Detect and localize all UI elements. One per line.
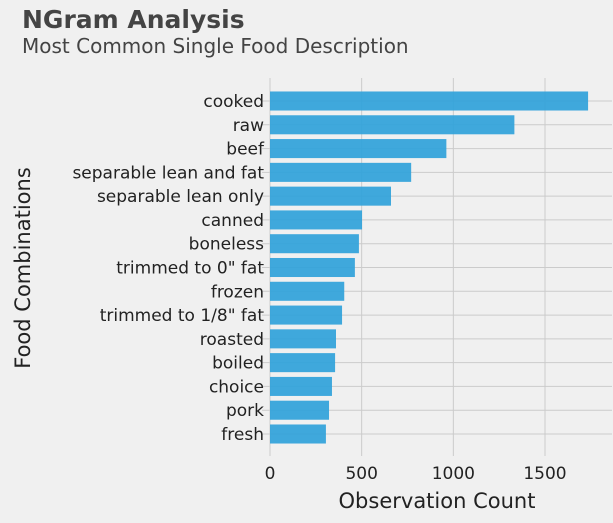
bar bbox=[270, 353, 336, 373]
x-tick-label: 1000 bbox=[432, 464, 475, 484]
y-tick-labels: cooked raw beef separable lean and fat separ… bbox=[72, 92, 265, 445]
y-tick-label: separable lean and fat bbox=[72, 163, 264, 183]
y-tick-label: boneless bbox=[189, 235, 264, 255]
y-tick-label: fresh bbox=[221, 425, 264, 445]
bar bbox=[270, 186, 391, 206]
bar bbox=[270, 400, 330, 420]
bar bbox=[270, 234, 359, 254]
bar bbox=[270, 91, 589, 111]
y-tick-label: separable lean only bbox=[97, 187, 264, 207]
y-tick-label: roasted bbox=[200, 330, 264, 350]
chart-subtitle: Most Common Single Food Description bbox=[22, 34, 409, 58]
y-tick-label: cooked bbox=[203, 92, 264, 112]
bar bbox=[270, 162, 412, 182]
bar bbox=[270, 281, 345, 301]
y-tick-label: canned bbox=[201, 211, 264, 231]
bar bbox=[270, 376, 332, 396]
bar bbox=[270, 115, 515, 135]
x-tick-label: 500 bbox=[345, 464, 377, 484]
y-tick-label: frozen bbox=[211, 282, 264, 302]
bar bbox=[270, 424, 326, 444]
bar bbox=[270, 257, 355, 278]
y-tick-label: beef bbox=[226, 140, 265, 160]
y-tick-label: raw bbox=[233, 116, 264, 136]
y-tick-label: choice bbox=[209, 377, 264, 397]
bar bbox=[270, 139, 447, 159]
chart-title: NGram Analysis bbox=[22, 5, 245, 34]
x-axis-label: Observation Count bbox=[339, 489, 536, 513]
x-tick-label: 0 bbox=[265, 464, 276, 484]
y-tick-label: pork bbox=[226, 401, 264, 421]
y-tick-label: trimmed to 1/8" fat bbox=[100, 306, 265, 326]
bar bbox=[270, 329, 336, 349]
y-tick-label: boiled bbox=[212, 354, 264, 374]
x-tick-label: 1500 bbox=[523, 464, 566, 484]
y-tick-label: trimmed to 0" fat bbox=[116, 259, 264, 279]
y-axis-label: Food Combinations bbox=[11, 167, 35, 369]
bar bbox=[270, 210, 363, 230]
bars bbox=[270, 91, 589, 444]
bar bbox=[270, 305, 343, 325]
x-tick-labels: 0 500 1000 1500 bbox=[265, 464, 567, 484]
